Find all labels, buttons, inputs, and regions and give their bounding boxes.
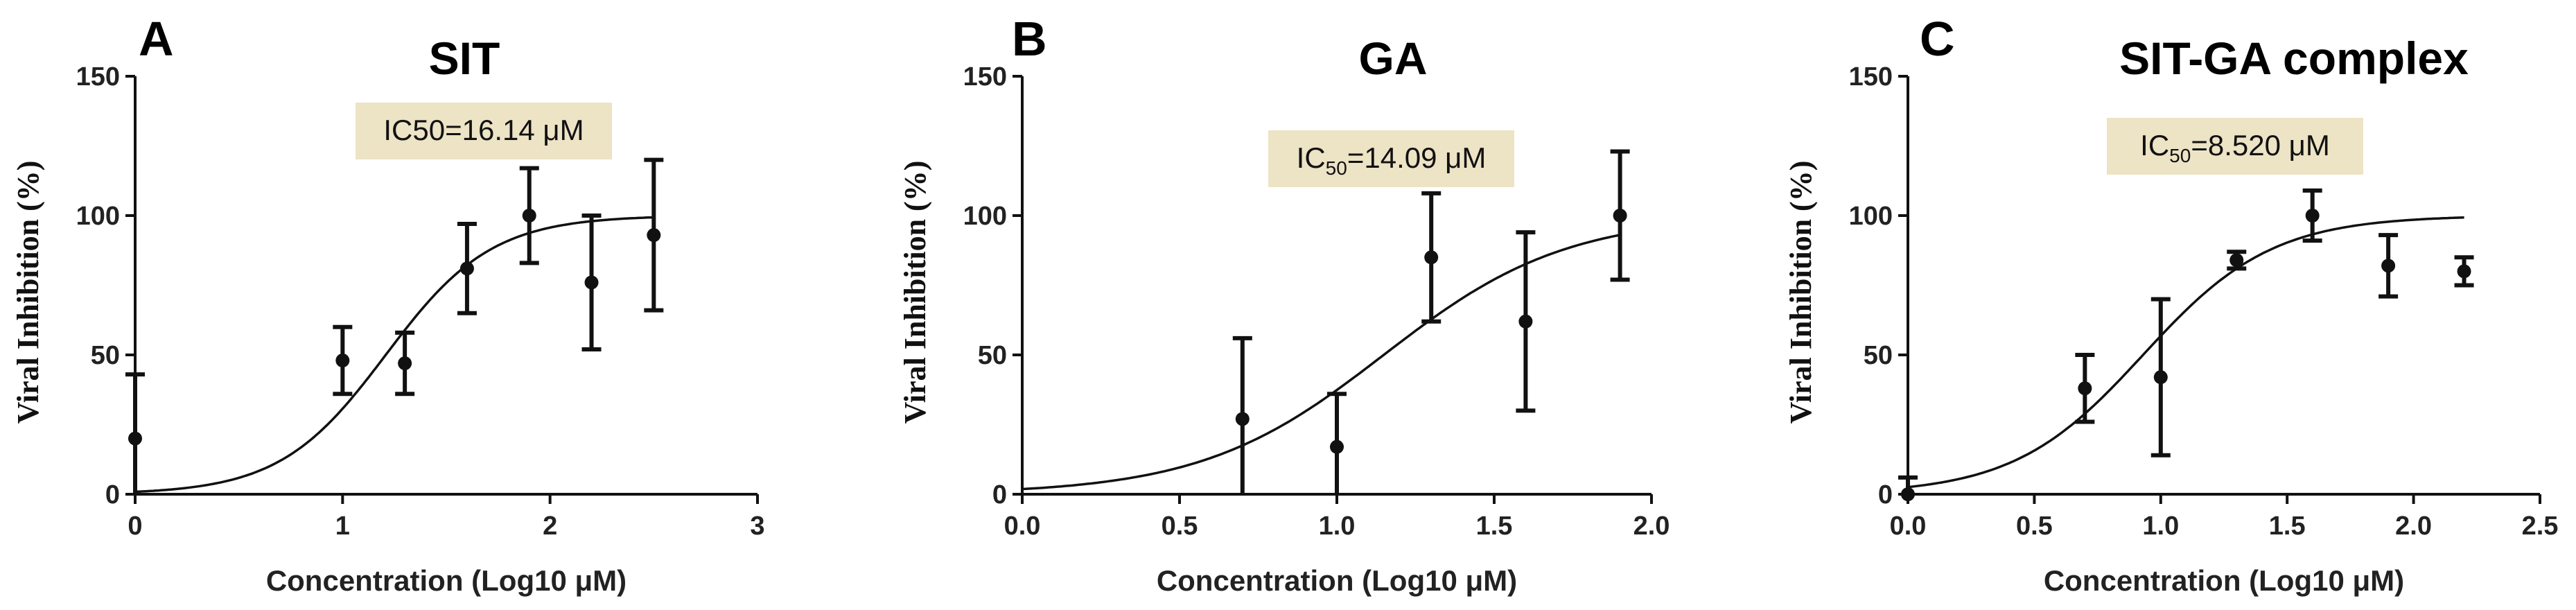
fit-curve xyxy=(134,216,654,494)
x-tick-label: 0.0 xyxy=(1004,512,1041,541)
data-point xyxy=(2078,381,2092,396)
y-axis-title: Viral Inhibition (%) xyxy=(1784,161,1818,424)
ic50-box xyxy=(2107,118,2363,175)
data-point xyxy=(2457,264,2471,279)
y-tick-label: 50 xyxy=(978,341,1007,370)
x-tick-label: 1.0 xyxy=(1319,512,1356,541)
x-tick-label: 0.5 xyxy=(1162,512,1198,541)
data-point xyxy=(1235,412,1250,426)
chart-panel-a: A SIT IC50=16.14 μM 0 50 100 150 0 1 2 3 Concentrat… xyxy=(11,12,765,597)
data-point xyxy=(1424,250,1439,265)
data-point xyxy=(1518,314,1533,329)
y-tick-label: 0 xyxy=(105,480,120,509)
panel-letter: C xyxy=(1920,12,1955,66)
y-axis-title: Viral Inhibition (%) xyxy=(11,161,45,424)
data-point xyxy=(1901,487,1915,501)
data-point xyxy=(398,356,412,371)
data-point xyxy=(1613,209,1627,223)
x-tick-label: 0 xyxy=(128,512,142,541)
x-tick-label: 1.5 xyxy=(1476,512,1513,541)
data-point xyxy=(2305,209,2320,223)
data-point xyxy=(335,354,350,368)
data-point xyxy=(2229,253,2244,268)
chart-title: SIT-GA complex xyxy=(2119,33,2469,84)
x-tick-label: 2.5 xyxy=(2522,512,2559,541)
x-tick-label: 1.5 xyxy=(2269,512,2306,541)
data-point xyxy=(2153,370,2168,385)
ic50-box xyxy=(1268,130,1514,187)
fit-curve xyxy=(1022,234,1620,491)
data-point xyxy=(522,209,536,223)
data-point xyxy=(1330,439,1344,454)
x-axis-title: Concentration (Log10 μM) xyxy=(266,564,627,597)
x-tick-label: 0.5 xyxy=(2016,512,2053,541)
ic50-box xyxy=(356,103,612,159)
x-tick-label: 1.0 xyxy=(2142,512,2179,541)
y-tick-label: 0 xyxy=(992,480,1007,509)
y-tick-label: 50 xyxy=(91,341,120,370)
chart-panel-c: C SIT-GA complex IC50=8.520 μM 0 50 100 150 0.0… xyxy=(1784,12,2558,597)
ic50-label: IC50=8.520 μM xyxy=(2140,129,2330,166)
y-tick-label: 100 xyxy=(963,202,1007,231)
data-point xyxy=(128,431,142,446)
data-point xyxy=(584,275,599,290)
data-point xyxy=(2381,259,2396,273)
y-tick-label: 150 xyxy=(963,62,1007,92)
y-tick-label: 150 xyxy=(1849,62,1893,92)
y-tick-label: 150 xyxy=(76,62,120,92)
y-tick-label: 100 xyxy=(1849,202,1893,231)
data-point xyxy=(459,261,474,276)
x-tick-label: 2 xyxy=(543,512,557,541)
x-tick-label: 2.0 xyxy=(2395,512,2432,541)
ic50-label: IC50=16.14 μM xyxy=(383,114,584,146)
x-axis-title: Concentration (Log10 μM) xyxy=(1157,564,1517,597)
x-axis-title: Concentration (Log10 μM) xyxy=(2044,564,2404,597)
x-tick-label: 3 xyxy=(750,512,764,541)
x-tick-label: 2.0 xyxy=(1633,512,1670,541)
panel-letter: B xyxy=(1012,12,1047,66)
chart-panel-b: B GA IC50=14.09 μM 0 50 100 150 0.0 0.5 1.0 1.5 2.0… xyxy=(898,12,1670,597)
y-tick-label: 100 xyxy=(76,202,120,231)
y-tick-label: 50 xyxy=(1864,341,1893,370)
ic50-label: IC50=14.09 μM xyxy=(1297,141,1487,179)
data-point xyxy=(647,228,661,243)
chart-title: SIT xyxy=(429,33,500,84)
y-axis-title: Viral Inhibition (%) xyxy=(898,161,932,424)
y-tick-label: 0 xyxy=(1878,480,1893,509)
panel-letter: A xyxy=(139,12,174,66)
x-tick-label: 0.0 xyxy=(1890,512,1927,541)
chart-title: GA xyxy=(1359,33,1428,84)
x-tick-label: 1 xyxy=(335,512,350,541)
fit-curve xyxy=(1907,216,2464,489)
